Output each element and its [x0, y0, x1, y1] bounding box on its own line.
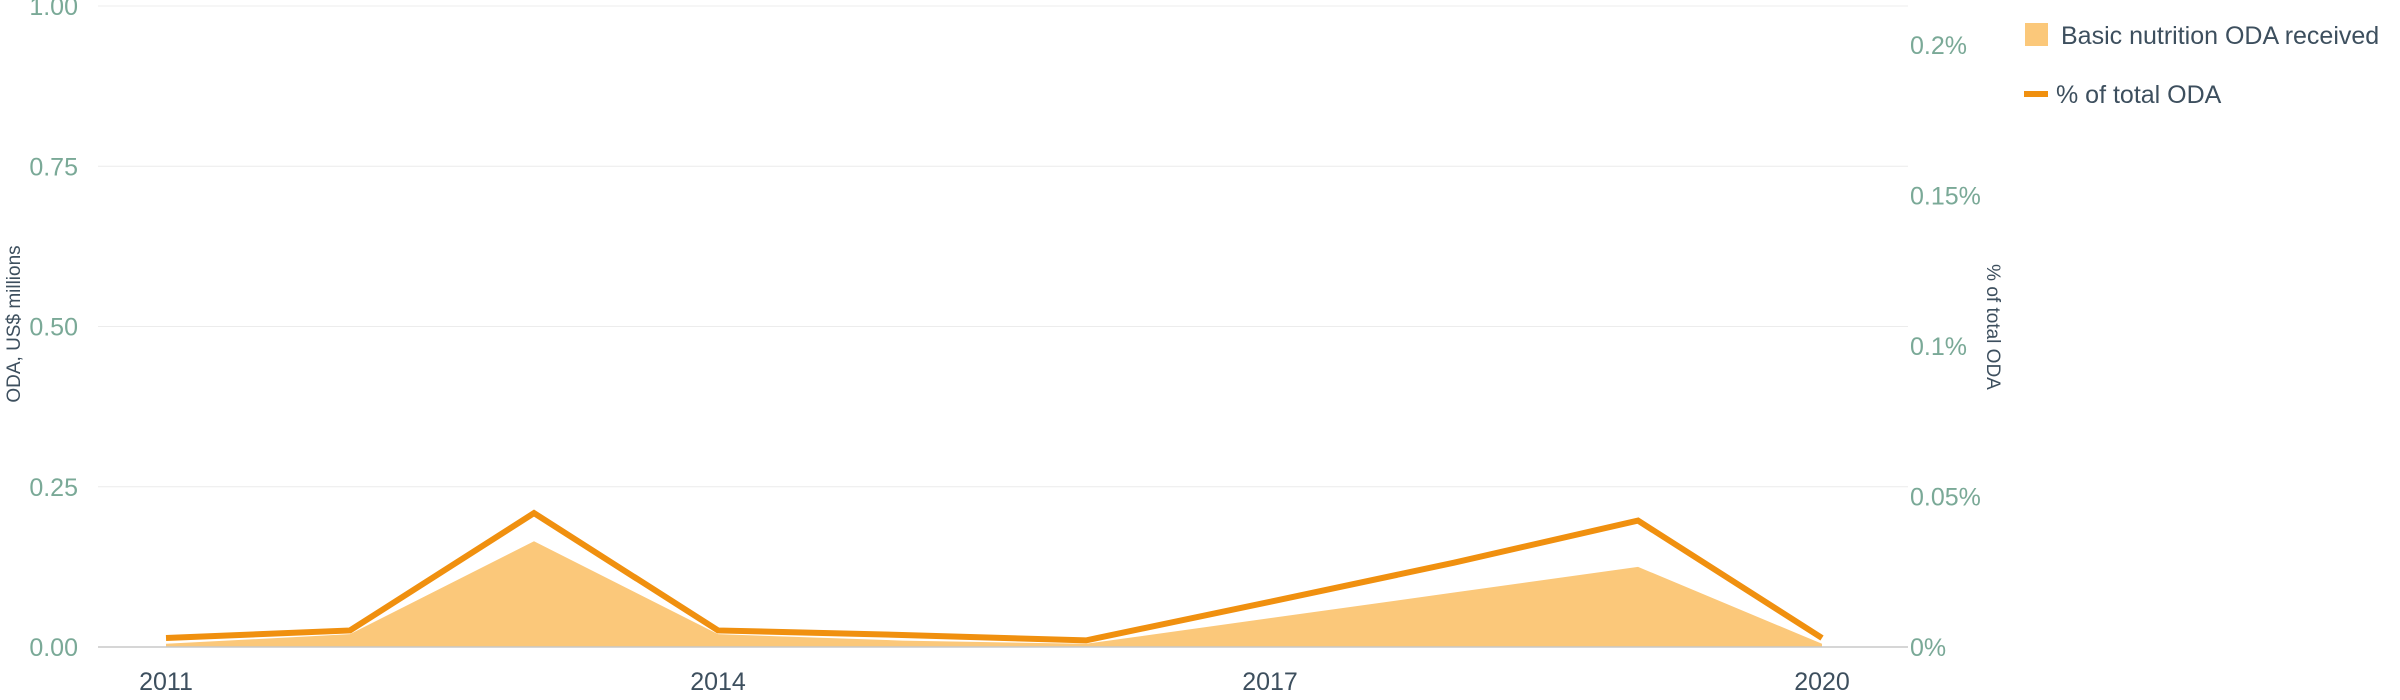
left-axis-title: ODA, US$ millions [4, 245, 25, 402]
gridlines [98, 5, 1908, 488]
legend-swatch-area[interactable] [2025, 23, 2048, 46]
left-tick-label: 0.50 [29, 314, 78, 342]
left-tick-label: 0.00 [29, 634, 78, 662]
left-axis-ticks: 0.00 0.25 0.50 0.75 1.00 [29, 0, 78, 662]
area-series-layer [166, 541, 1822, 647]
right-tick-label: 0.2% [1910, 32, 1967, 60]
left-tick-label: 0.25 [29, 474, 78, 502]
area-basic-nutrition-oda [166, 541, 1822, 647]
right-tick-label: 0.15% [1910, 183, 1981, 211]
x-tick-label: 2017 [1242, 668, 1298, 696]
right-tick-label: 0.05% [1910, 484, 1981, 512]
line-pct-total-oda [165, 509, 1824, 644]
left-tick-label: 0.75 [29, 153, 78, 181]
line-series-layer [165, 509, 1824, 644]
right-axis-ticks: 0% 0.05% 0.1% 0.15% 0.2% [1910, 32, 1981, 662]
legend: Basic nutrition ODA received % of total … [2024, 22, 2379, 109]
x-tick-label: 2014 [690, 668, 746, 696]
right-axis-title: % of total ODA [1982, 264, 2003, 390]
right-tick-label: 0% [1910, 634, 1946, 662]
x-axis-ticks: 2011 2014 2017 2020 [139, 668, 1850, 696]
legend-label-line[interactable]: % of total ODA [2056, 81, 2222, 109]
x-tick-label: 2011 [139, 668, 193, 696]
legend-label-area[interactable]: Basic nutrition ODA received [2061, 22, 2379, 50]
x-tick-label: 2020 [1794, 668, 1850, 696]
left-tick-label: 1.00 [29, 0, 78, 21]
right-tick-label: 0.1% [1910, 333, 1967, 361]
